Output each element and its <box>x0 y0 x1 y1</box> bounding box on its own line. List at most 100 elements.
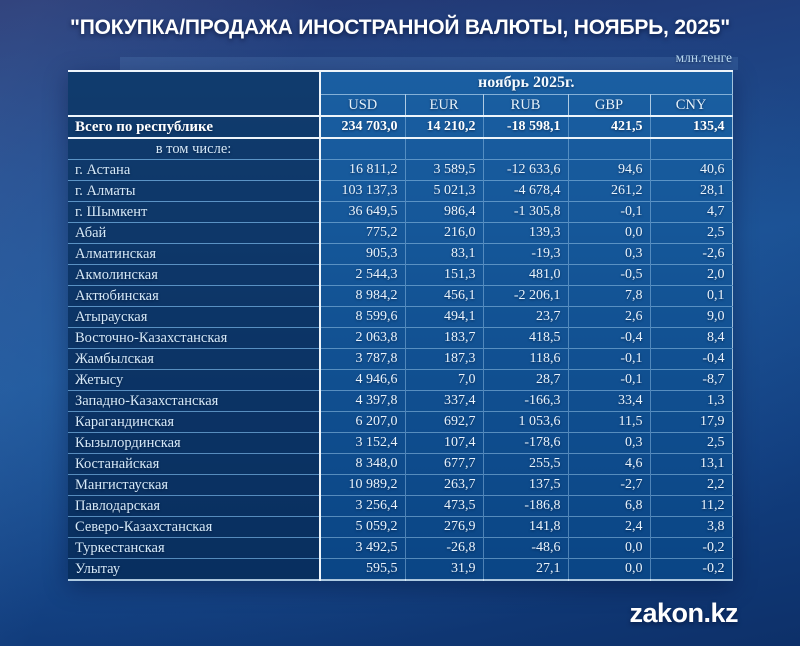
region-row: Атырауская 8 599,6 494,1 23,7 2,6 9,0 <box>68 306 732 328</box>
value-cell-eur: 456,1 <box>404 285 483 307</box>
value-cell-usd: 8 348,0 <box>319 453 405 475</box>
region-label: Восточно-Казахстанская <box>68 327 320 349</box>
value-cell-usd: 234 703,0 <box>319 115 405 139</box>
subheader-label: в том числе: <box>68 137 320 160</box>
region-label: г. Алматы <box>68 180 320 202</box>
column-header-cny: CNY <box>649 94 732 117</box>
value-cell-eur: 216,0 <box>404 222 483 244</box>
value-cell-cny: -0,2 <box>649 537 732 559</box>
value-cell-cny: 1,3 <box>649 390 732 412</box>
value-cell-rub: 23,7 <box>482 306 568 328</box>
value-cell-rub: 1 053,6 <box>482 411 568 433</box>
value-cell-cny: -2,6 <box>649 243 732 265</box>
value-cell-eur: 107,4 <box>404 432 483 454</box>
value-cell-rub: -186,8 <box>482 495 568 517</box>
value-cell-cny: 4,7 <box>649 201 732 223</box>
region-label: Актюбинская <box>68 285 320 307</box>
value-cell-cny: 17,9 <box>649 411 732 433</box>
value-cell-cny: 8,4 <box>649 327 732 349</box>
value-cell-usd: 8 984,2 <box>319 285 405 307</box>
value-cell-cny: 40,6 <box>649 159 732 181</box>
value-cell-rub: 139,3 <box>482 222 568 244</box>
value-cell-eur: 5 021,3 <box>404 180 483 202</box>
value-cell-cny: -0,2 <box>649 558 732 580</box>
value-cell-gbp: 4,6 <box>567 453 650 475</box>
value-cell-usd: 2 063,8 <box>319 327 405 349</box>
column-header-eur: EUR <box>404 94 483 117</box>
value-cell-eur: 677,7 <box>404 453 483 475</box>
region-row: Туркестанская 3 492,5 -26,8 -48,6 0,0 -0,2 <box>68 537 732 559</box>
value-cell-cny: 3,8 <box>649 516 732 538</box>
region-label: Алматинская <box>68 243 320 265</box>
region-label: г. Шымкент <box>68 201 320 223</box>
region-label: Туркестанская <box>68 537 320 559</box>
value-cell-usd: 5 059,2 <box>319 516 405 538</box>
value-cell-eur: 7,0 <box>404 369 483 391</box>
region-row: Улытау 595,5 31,9 27,1 0,0 -0,2 <box>68 558 732 580</box>
region-row: г. Астана 16 811,2 3 589,5 -12 633,6 94,6 40,… <box>68 159 732 181</box>
value-cell-rub: 418,5 <box>482 327 568 349</box>
value-cell-eur: 494,1 <box>404 306 483 328</box>
value-cell-gbp: -0,1 <box>567 369 650 391</box>
region-label: Северо-Казахстанская <box>68 516 320 538</box>
period-header: ноябрь 2025г. <box>319 71 732 95</box>
total-label: Всего по республике <box>68 115 320 139</box>
region-label: г. Астана <box>68 159 320 181</box>
value-cell-usd: 775,2 <box>319 222 405 244</box>
value-cell-usd: 6 207,0 <box>319 411 405 433</box>
value-cell-gbp: 0,3 <box>567 243 650 265</box>
value-cell-usd <box>319 137 405 160</box>
table-header: ноябрь 2025г. USD EUR RUB GBP CNY <box>68 71 732 117</box>
value-cell-rub: -18 598,1 <box>482 115 568 139</box>
region-label: Мангистауская <box>68 474 320 496</box>
value-cell-usd: 3 152,4 <box>319 432 405 454</box>
value-cell-eur: 692,7 <box>404 411 483 433</box>
watermark-logo: zakon.kz <box>629 598 738 628</box>
value-cell-cny: 0,1 <box>649 285 732 307</box>
value-cell-gbp: -0,1 <box>567 348 650 370</box>
value-cell-usd: 4 397,8 <box>319 390 405 412</box>
region-row: Кызылординская 3 152,4 107,4 -178,6 0,3 2,5 <box>68 432 732 454</box>
value-cell-rub: 28,7 <box>482 369 568 391</box>
value-cell-eur: 473,5 <box>404 495 483 517</box>
value-cell-rub: -4 678,4 <box>482 180 568 202</box>
value-cell-usd: 16 811,2 <box>319 159 405 181</box>
value-cell-gbp: -0,5 <box>567 264 650 286</box>
value-cell-rub: -19,3 <box>482 243 568 265</box>
value-cell-rub <box>482 137 568 160</box>
value-cell-cny: 9,0 <box>649 306 732 328</box>
region-row: Павлодарская 3 256,4 473,5 -186,8 6,8 11,2 <box>68 495 732 517</box>
value-cell-eur: 276,9 <box>404 516 483 538</box>
value-cell-rub: -1 305,8 <box>482 201 568 223</box>
value-cell-gbp: 2,6 <box>567 306 650 328</box>
page-title: "ПОКУПКА/ПРОДАЖА ИНОСТРАННОЙ ВАЛЮТЫ, НОЯ… <box>70 16 730 39</box>
region-row: Акмолинская 2 544,3 151,3 481,0 -0,5 2,0 <box>68 264 732 286</box>
value-cell-gbp: 11,5 <box>567 411 650 433</box>
value-cell-usd: 4 946,6 <box>319 369 405 391</box>
value-cell-gbp: 94,6 <box>567 159 650 181</box>
region-label: Карагандинская <box>68 411 320 433</box>
value-cell-gbp: -0,1 <box>567 201 650 223</box>
value-cell-rub: -12 633,6 <box>482 159 568 181</box>
value-cell-rub: 137,5 <box>482 474 568 496</box>
value-cell-rub: 141,8 <box>482 516 568 538</box>
period-header-row: ноябрь 2025г. <box>68 71 732 117</box>
value-cell-eur: 986,4 <box>404 201 483 223</box>
region-row: Алматинская 905,3 83,1 -19,3 0,3 -2,6 <box>68 243 732 265</box>
value-cell-cny: 2,5 <box>649 222 732 244</box>
value-cell-cny: 28,1 <box>649 180 732 202</box>
corner-cell <box>68 71 320 117</box>
region-label: Жамбылская <box>68 348 320 370</box>
value-cell-eur: 183,7 <box>404 327 483 349</box>
value-cell-eur: 31,9 <box>404 558 483 580</box>
region-label: Улытау <box>68 558 320 580</box>
value-cell-usd: 3 787,8 <box>319 348 405 370</box>
value-cell-gbp: -2,7 <box>567 474 650 496</box>
currency-header-row: USD EUR RUB GBP CNY <box>68 94 732 117</box>
value-cell-eur: 151,3 <box>404 264 483 286</box>
value-cell-usd: 3 492,5 <box>319 537 405 559</box>
unit-label: млн.тенге <box>675 50 732 65</box>
total-row: Всего по республике 234 703,0 14 210,2 -18 … <box>68 115 732 139</box>
region-row: Восточно-Казахстанская 2 063,8 183,7 418,5-… <box>68 327 732 349</box>
region-row: Жамбылская 3 787,8 187,3 118,6 -0,1 -0,4 <box>68 348 732 370</box>
